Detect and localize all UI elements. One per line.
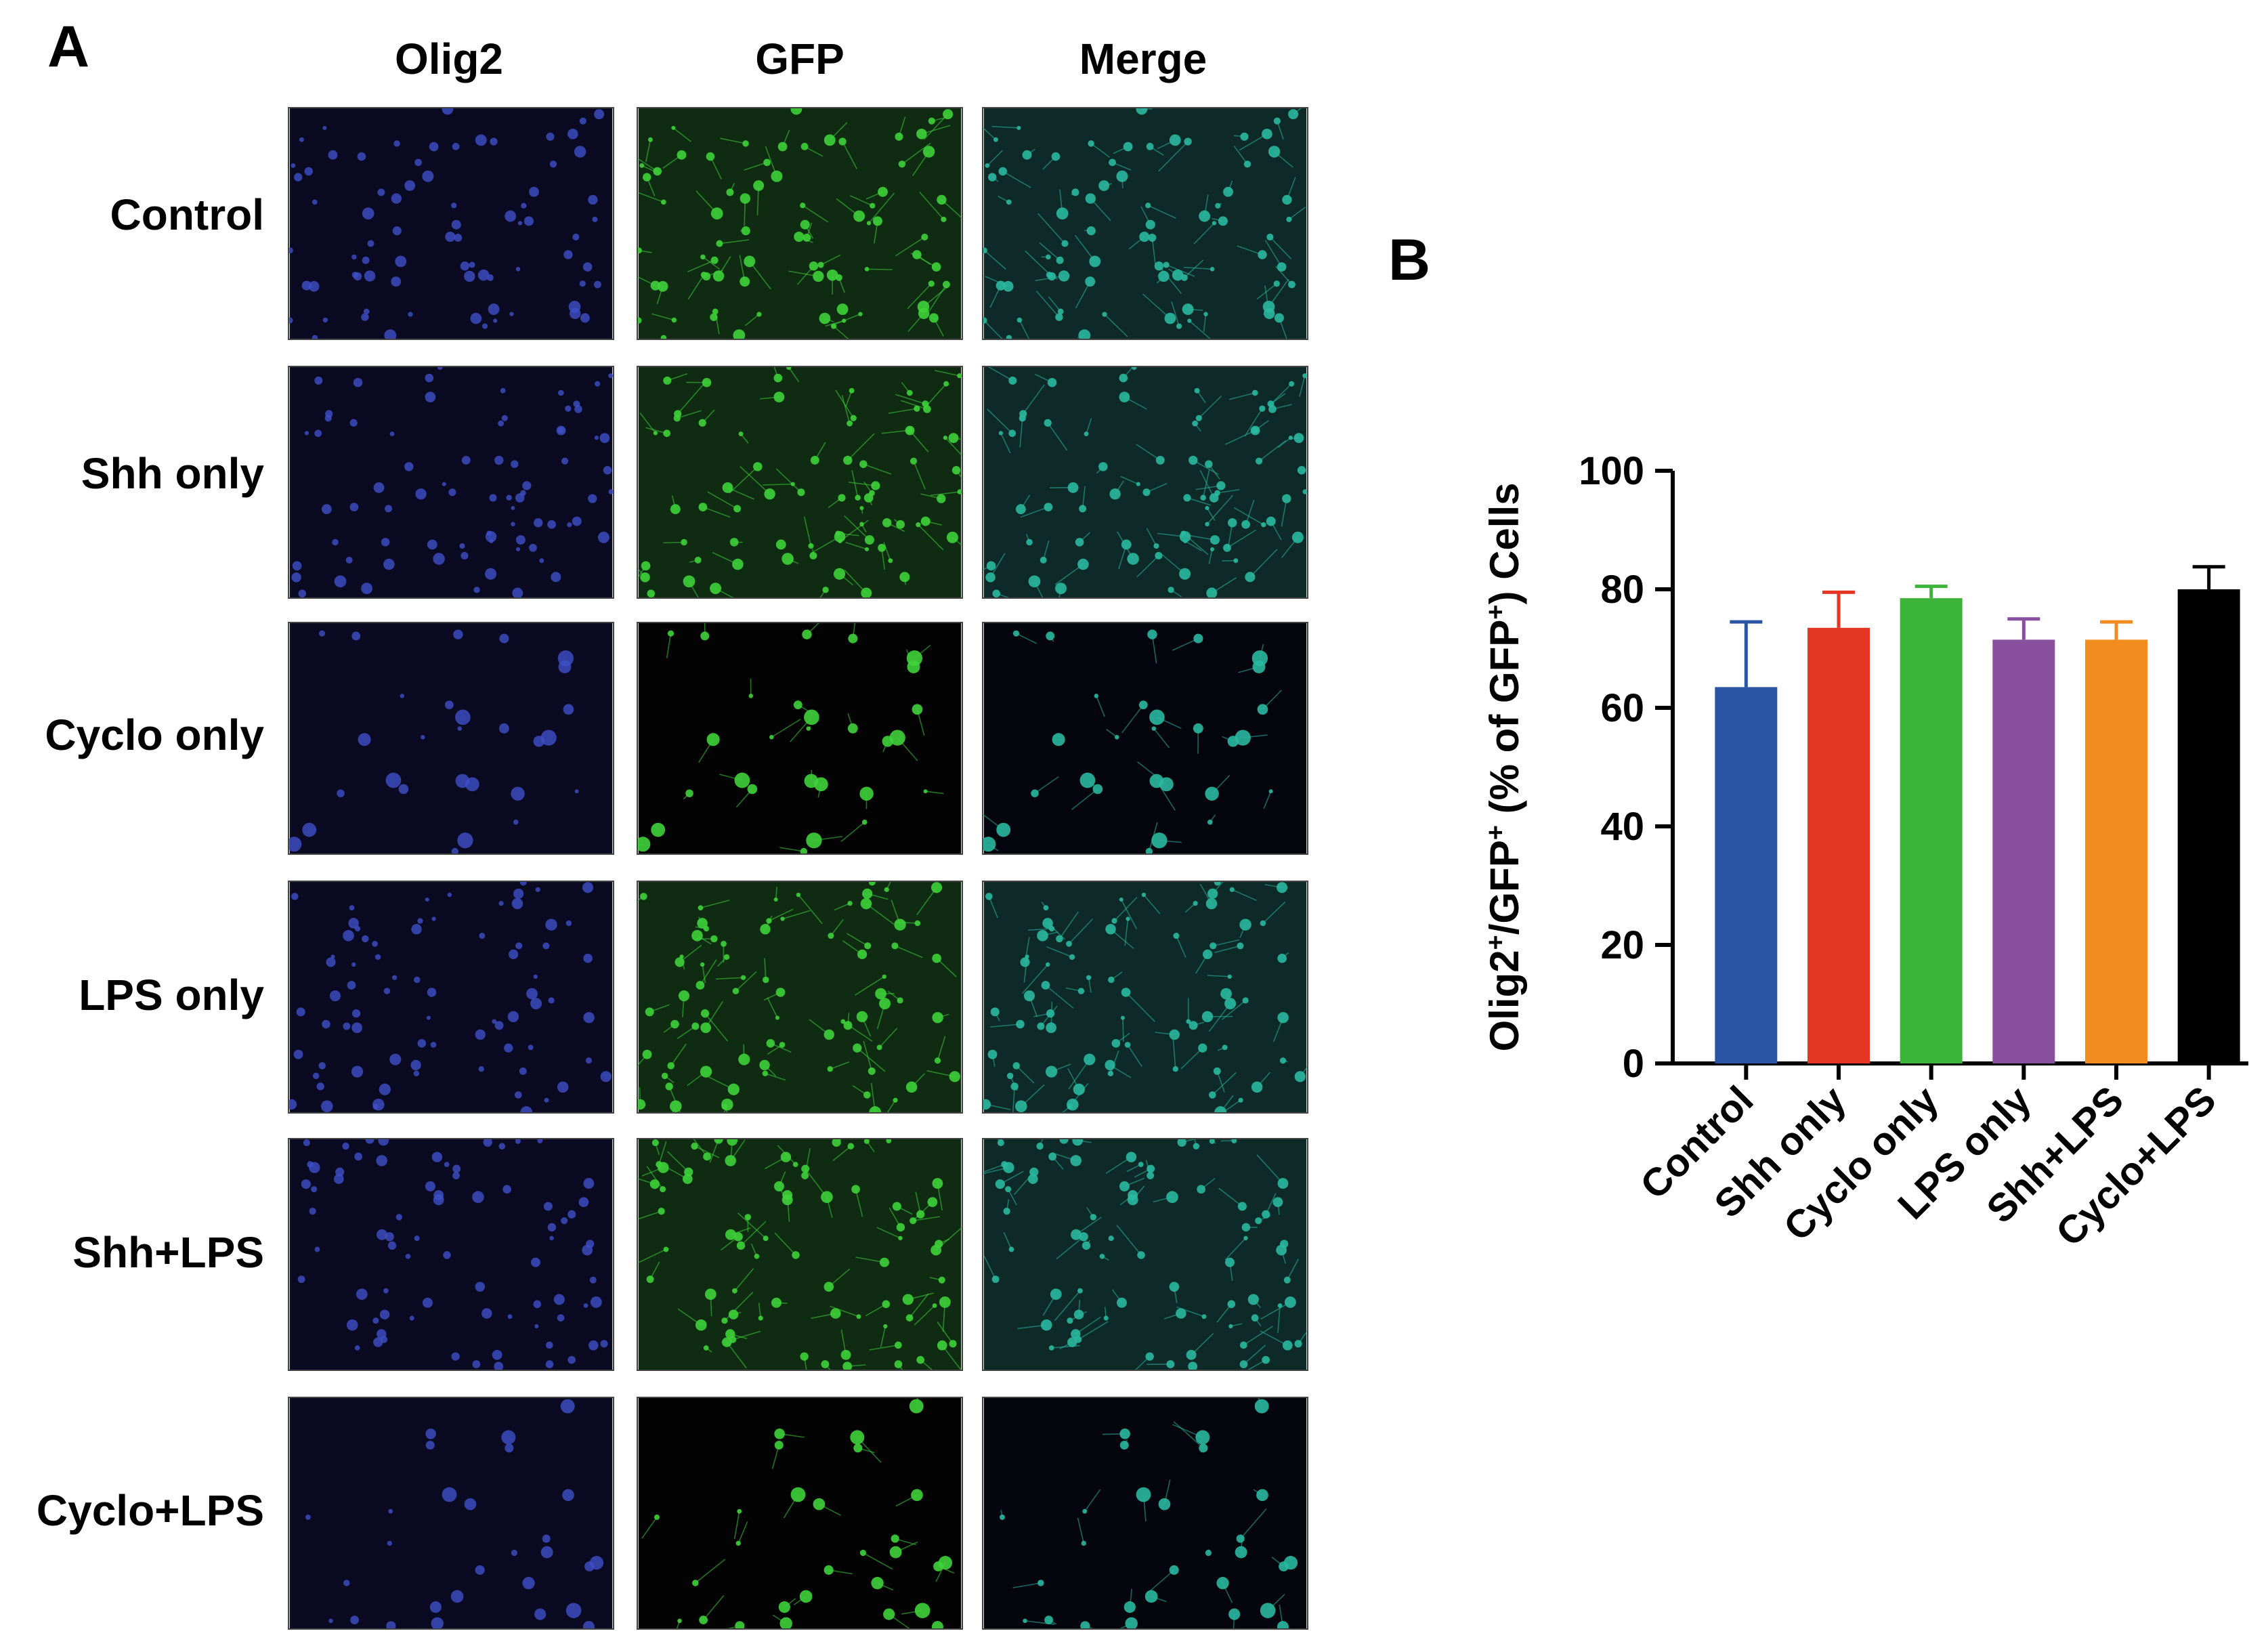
micrograph-cyclo-lps-olig2 xyxy=(288,1397,614,1630)
micrograph-control-olig2 xyxy=(288,107,614,340)
bar-cyclo-lps xyxy=(2177,589,2240,1063)
column-label-gfp: GFP xyxy=(755,35,844,83)
bar-control xyxy=(1715,687,1778,1063)
micrograph-lps-only-olig2 xyxy=(288,881,614,1114)
micrograph-lps-only-gfp xyxy=(637,881,963,1114)
row-label-control: Control xyxy=(110,190,265,239)
micrograph-shh-only-merge xyxy=(982,366,1308,599)
micrograph-lps-only-merge xyxy=(982,881,1308,1114)
micrograph-shh-lps-merge xyxy=(982,1138,1308,1371)
row-label-shh-lps: Shh+LPS xyxy=(72,1228,264,1277)
y-axis-label: Olig2+/GFP+ (% of GFP+) Cells xyxy=(1482,482,1527,1051)
y-tick-label: 20 xyxy=(1600,923,1644,967)
micrograph-control-merge xyxy=(982,107,1308,340)
y-tick-label: 40 xyxy=(1600,805,1644,849)
micrograph-shh-only-gfp xyxy=(637,366,963,599)
y-tick-label: 60 xyxy=(1600,686,1644,730)
y-tick-label: 100 xyxy=(1579,449,1644,493)
micrograph-shh-only-olig2 xyxy=(288,366,614,599)
panel-b-label: B xyxy=(1388,228,1431,293)
column-label-olig2: Olig2 xyxy=(394,35,504,83)
row-label-shh-only: Shh only xyxy=(81,449,264,498)
bar-cyclo-only xyxy=(1900,598,1963,1063)
bar-shh-only xyxy=(1807,627,1870,1063)
row-label-cyclo-lps: Cyclo+LPS xyxy=(36,1486,264,1535)
bar-shh-lps xyxy=(2085,639,2147,1063)
micrograph-cyclo-only-gfp xyxy=(637,622,963,855)
micrograph-cyclo-lps-merge xyxy=(982,1397,1308,1630)
row-label-cyclo-only: Cyclo only xyxy=(45,711,264,759)
micrograph-cyclo-only-olig2 xyxy=(288,622,614,855)
micrograph-shh-lps-gfp xyxy=(637,1138,963,1371)
y-tick-label: 80 xyxy=(1600,568,1644,612)
row-label-lps-only: LPS only xyxy=(79,971,264,1019)
micrograph-control-gfp xyxy=(637,107,963,340)
micrograph-cyclo-lps-gfp xyxy=(637,1397,963,1630)
y-tick-label: 0 xyxy=(1623,1042,1644,1086)
panel-a-label: A xyxy=(47,14,90,79)
column-label-merge: Merge xyxy=(1079,35,1207,83)
micrograph-cyclo-only-merge xyxy=(982,622,1308,855)
micrograph-shh-lps-olig2 xyxy=(288,1138,614,1371)
bar-lps-only xyxy=(1992,639,2055,1063)
